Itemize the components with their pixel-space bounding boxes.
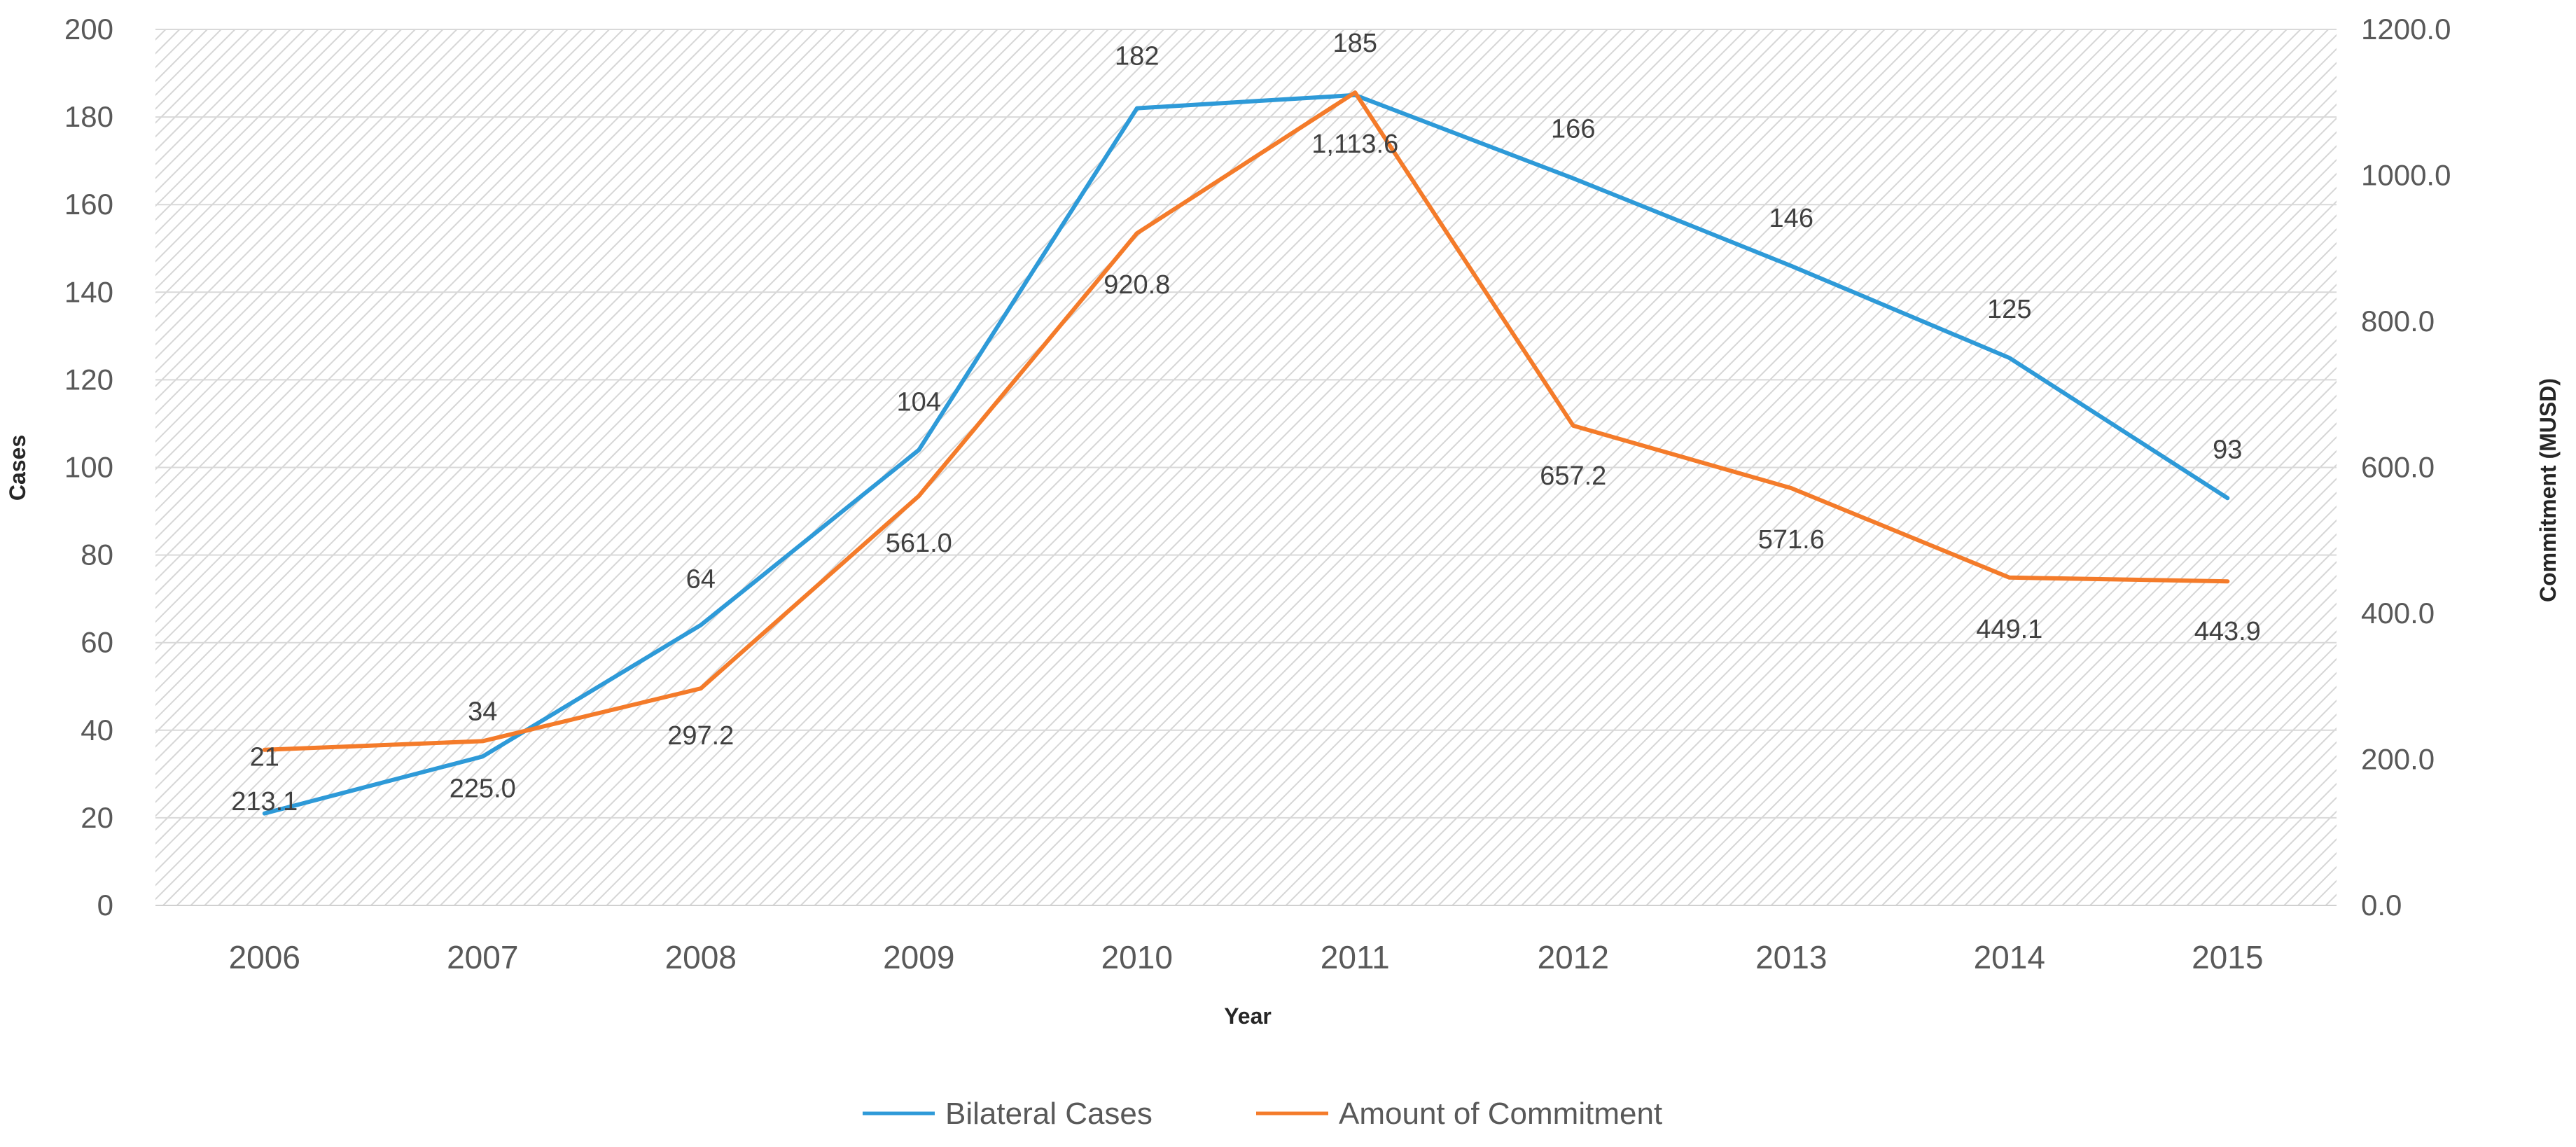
x-tick-label: 2007 <box>447 939 518 975</box>
data-label-commitment: 561.0 <box>886 529 952 558</box>
x-tick-label: 2008 <box>665 939 737 975</box>
x-tick-label: 2009 <box>883 939 954 975</box>
y2-tick-label: 1200.0 <box>2361 13 2451 46</box>
y-tick-label: 20 <box>81 801 113 834</box>
x-tick-label: 2013 <box>1755 939 1827 975</box>
x-tick-label: 2006 <box>229 939 300 975</box>
data-label-commitment: 571.6 <box>1758 525 1825 555</box>
y-tick-label: 140 <box>64 275 113 308</box>
axes: 0 20 40 60 80 100 120 140 160 180 200 0.0 200.0 400.0… <box>64 13 2451 975</box>
data-label-cases: 146 <box>1769 204 1813 233</box>
series-line-bilateral-cases <box>262 92 2230 816</box>
data-label-cases: 104 <box>897 387 941 417</box>
data-label-commitment: 297.2 <box>667 721 734 751</box>
x-tick-label: 2014 <box>1974 939 2045 975</box>
x-axis-title: Year <box>1224 1003 1272 1029</box>
x-tick-label: 2015 <box>2192 939 2263 975</box>
x-tick-label: 2010 <box>1101 939 1173 975</box>
y-tick-label: 120 <box>64 363 113 396</box>
data-label-cases: 64 <box>686 565 716 595</box>
data-label-commitment: 449.1 <box>1976 615 2042 644</box>
y2-tick-label: 600.0 <box>2361 451 2435 484</box>
data-label-commitment: 1,113.6 <box>1311 130 1398 159</box>
data-label-cases: 166 <box>1551 115 1595 144</box>
y-tick-label: 40 <box>81 714 113 746</box>
data-label-cases: 185 <box>1333 29 1377 58</box>
y2-tick-label: 800.0 <box>2361 305 2435 338</box>
y2-tick-label: 1000.0 <box>2361 159 2451 192</box>
y-tick-label: 100 <box>64 451 113 484</box>
data-label-cases: 34 <box>468 697 497 726</box>
y2-tick-label: 0.0 <box>2361 889 2402 922</box>
y-axis-title: Cases <box>5 435 30 501</box>
x-tick-label: 2011 <box>1321 939 1390 975</box>
y2-tick-label: 200.0 <box>2361 743 2435 776</box>
data-label-commitment: 443.9 <box>2194 617 2261 646</box>
y-tick-label: 200 <box>64 13 113 46</box>
data-label-commitment: 225.0 <box>450 774 516 803</box>
y2-axis-title: Commitment (MUSD) <box>2535 378 2561 602</box>
legend-label-amount-of-commitment: Amount of Commitment <box>1339 1097 1662 1131</box>
legend-label-bilateral-cases: Bilateral Cases <box>945 1097 1153 1131</box>
data-label-cases: 93 <box>2213 435 2242 464</box>
data-labels: 21 34 64 104 182 185 166 146 125 93 213.1 225.0 297.… <box>231 29 2261 816</box>
data-label-commitment: 213.1 <box>231 787 298 816</box>
data-label-cases: 21 <box>250 743 279 772</box>
legend: Bilateral Cases Amount of Commitment <box>863 1097 1662 1131</box>
series-lines <box>262 90 2230 816</box>
data-label-commitment: 657.2 <box>1540 461 1606 491</box>
data-label-commitment: 920.8 <box>1103 270 1170 300</box>
y-tick-label: 160 <box>64 188 113 221</box>
y-tick-label: 60 <box>81 626 113 659</box>
y-tick-label: 180 <box>64 100 113 133</box>
y-tick-label: 0 <box>97 889 113 922</box>
y2-tick-label: 400.0 <box>2361 597 2435 630</box>
data-label-cases: 125 <box>1987 295 2031 324</box>
y-tick-label: 80 <box>81 538 113 571</box>
data-label-cases: 182 <box>1115 42 1159 71</box>
series-line-amount-of-commitment <box>262 90 2230 752</box>
x-tick-label: 2012 <box>1538 939 1609 975</box>
